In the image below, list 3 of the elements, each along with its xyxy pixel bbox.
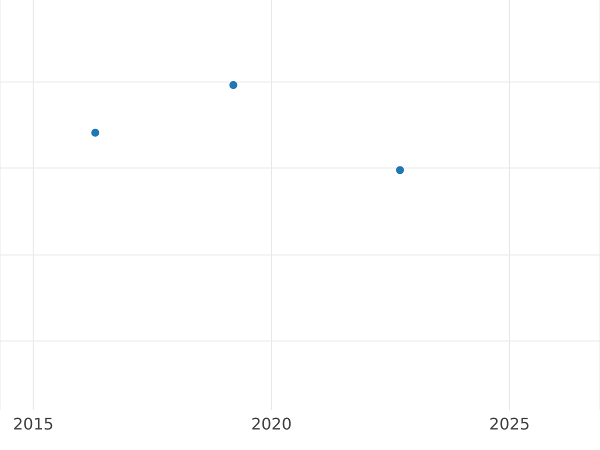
x-tick-label: 2020	[251, 414, 292, 434]
x-tick-label: 2025	[489, 414, 530, 434]
x-tick-label: 2015	[12, 414, 54, 434]
